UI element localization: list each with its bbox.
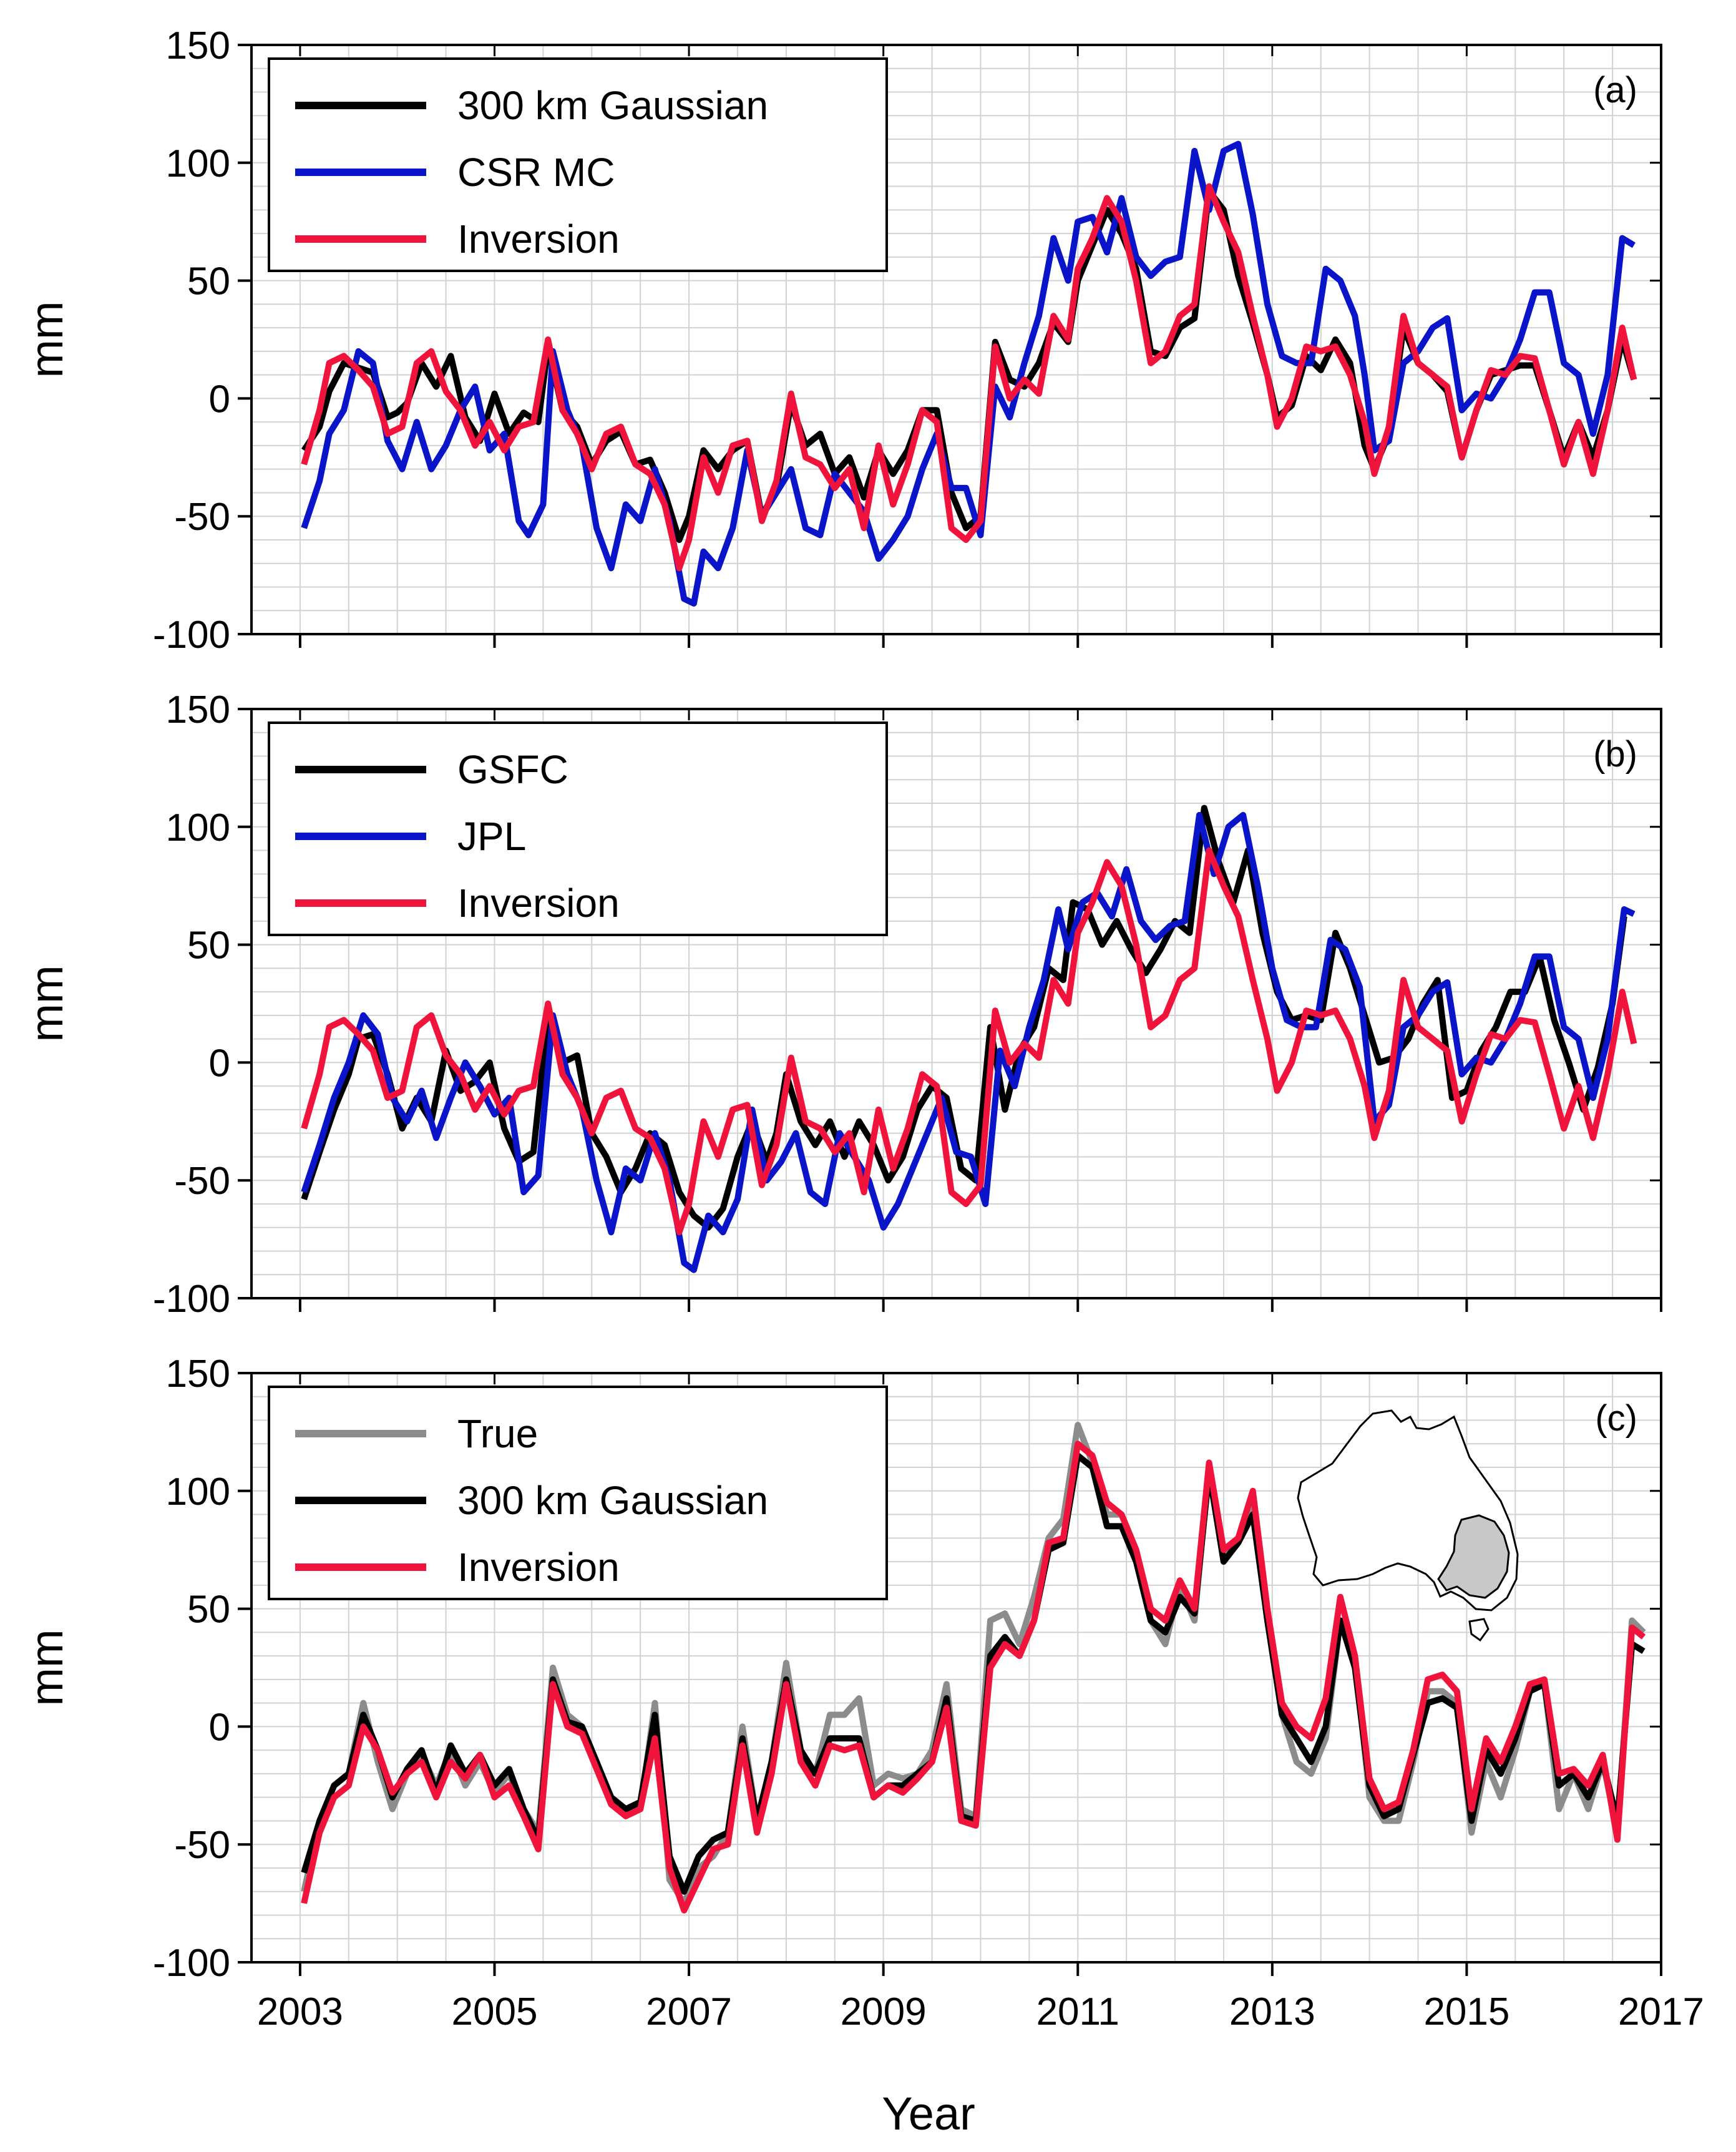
panel-tag: (b) xyxy=(1593,734,1637,775)
x-tick-label: 2017 xyxy=(1618,1990,1704,2033)
panel-tag: (a) xyxy=(1593,70,1637,110)
legend-label: CSR MC xyxy=(457,150,615,195)
y-tick-label: -50 xyxy=(174,1160,230,1203)
panel-a: -100 -50 0 50 100 150 mm 300 km Gaussian CSR MC I… xyxy=(21,24,1662,657)
australia-map-icon xyxy=(1297,1409,1519,1642)
x-tick-label: 2003 xyxy=(257,1990,343,2033)
legend-b: GSFC JPL Inversion xyxy=(268,721,888,936)
tasmania-outline xyxy=(1468,1618,1490,1642)
x-tick-label: 2005 xyxy=(452,1990,538,2033)
y-tick-label: 150 xyxy=(166,24,230,67)
y-tick-label: 0 xyxy=(209,1706,230,1749)
y-tick-label: -100 xyxy=(153,614,230,657)
y-tick-label: 100 xyxy=(166,1470,230,1514)
basin-region xyxy=(1437,1514,1510,1599)
series-line-gsfc xyxy=(301,805,1627,1231)
y-axis-title: mm xyxy=(21,1629,72,1706)
y-tick-label: -50 xyxy=(174,1824,230,1867)
x-tick-label: 2011 xyxy=(1036,1990,1119,2033)
x-tick-label: 2013 xyxy=(1229,1990,1315,2033)
y-tick-label: -50 xyxy=(174,496,230,539)
plot-frame-c xyxy=(250,1372,1662,1964)
y-tick-label: 50 xyxy=(187,1588,230,1631)
legend-label: Inversion xyxy=(457,1545,620,1590)
y-tick-label: 50 xyxy=(187,260,230,303)
series-group-b xyxy=(301,805,1637,1273)
panel-c: 2003 2005 2007 2009 2011 2013 2015 2017 -100 -50 0… xyxy=(21,1352,1704,2033)
series-line-inversion xyxy=(301,183,1637,572)
legend-label: GSFC xyxy=(457,747,568,792)
plot-frame-a xyxy=(250,44,1662,635)
y-tick-label: 100 xyxy=(166,142,230,185)
legend-label: JPL xyxy=(457,814,526,859)
legend-c: True 300 km Gaussian Inversion xyxy=(268,1386,888,1600)
y-axis-title: mm xyxy=(21,965,72,1042)
series-line-inversion xyxy=(301,1440,1646,1914)
panel-tag: (c) xyxy=(1595,1398,1637,1439)
legend-label: 300 km Gaussian xyxy=(457,1478,768,1523)
series-line-inversion xyxy=(301,847,1637,1236)
series-group-c xyxy=(301,1422,1646,1914)
y-tick-label: 150 xyxy=(166,1352,230,1396)
legend-a: 300 km Gaussian CSR MC Inversion xyxy=(268,57,888,272)
x-tick-label: 2007 xyxy=(646,1990,732,2033)
x-tick-label: 2009 xyxy=(841,1990,927,2033)
y-tick-label: 50 xyxy=(187,924,230,967)
x-axis-title: Year xyxy=(882,2088,975,2140)
series-group-a xyxy=(301,140,1637,607)
y-tick-label: 150 xyxy=(166,688,230,731)
series-line-csr-mc xyxy=(301,140,1636,607)
y-tick-label: -100 xyxy=(153,1942,230,1985)
plot-frame-b xyxy=(250,708,1662,1299)
legend-label: Inversion xyxy=(457,217,620,262)
y-tick-label: 0 xyxy=(209,1042,230,1085)
legend-label: Inversion xyxy=(457,881,620,926)
y-tick-label: 0 xyxy=(209,378,230,421)
y-tick-label: 100 xyxy=(166,806,230,849)
y-tick-label: -100 xyxy=(153,1278,230,1321)
legend-label: True xyxy=(457,1411,538,1456)
x-tick-label: 2015 xyxy=(1423,1990,1509,2033)
panel-b: -100 -50 0 50 100 150 mm GSFC JPL Inversion (b) xyxy=(21,688,1662,1321)
legend-label: 300 km Gaussian xyxy=(457,83,768,128)
y-axis-title: mm xyxy=(21,301,72,378)
